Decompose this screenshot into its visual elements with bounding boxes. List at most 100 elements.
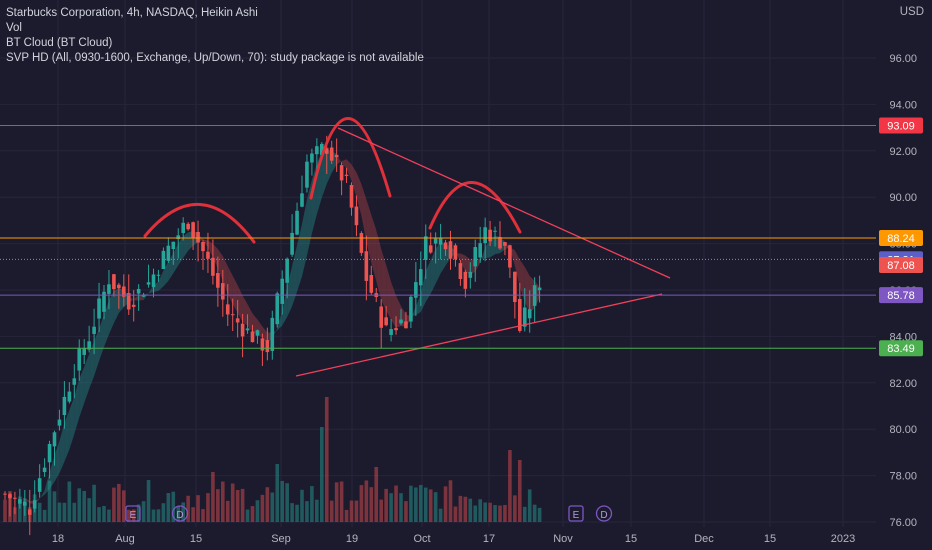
- cloud-segment: [381, 248, 387, 311]
- candle-body: [201, 242, 205, 252]
- volume-bar: [225, 500, 230, 522]
- volume-bar: [473, 505, 478, 522]
- volume-bar: [364, 480, 369, 522]
- cloud-segment: [212, 243, 218, 269]
- volume-bar: [47, 480, 52, 522]
- candle-body: [206, 251, 210, 259]
- candle-body: [508, 245, 512, 268]
- candle-body: [230, 314, 235, 316]
- candle-body: [423, 236, 428, 260]
- cloud-segment: [104, 300, 109, 347]
- head-and-shoulders-drawing[interactable]: [143, 117, 522, 244]
- time-tick-label: Aug: [115, 533, 135, 545]
- volume-bar: [409, 485, 413, 522]
- volume-bar: [359, 485, 364, 522]
- time-tick-label: Sep: [271, 533, 291, 545]
- candle-body: [394, 328, 398, 331]
- volume-bar: [394, 485, 398, 522]
- candle-body: [82, 348, 86, 355]
- volume-bar: [275, 464, 280, 522]
- cloud-segment: [420, 271, 426, 313]
- volume-bar: [414, 487, 418, 522]
- cloud-segment: [465, 255, 471, 275]
- dividend-badge-frame: [595, 505, 613, 522]
- volume-bar: [240, 488, 245, 522]
- candle-body: [265, 340, 270, 353]
- price-tick-label: 94.00: [889, 99, 917, 111]
- earnings-badge-frame: [125, 505, 141, 522]
- candle-body: [537, 287, 542, 291]
- dividend-marker[interactable]: D: [595, 505, 613, 522]
- cloud-segment: [183, 232, 189, 259]
- triangle-lower-line: [295, 293, 663, 377]
- volume-bar: [315, 499, 319, 522]
- time-axis[interactable]: 18 Aug 15 Sep 19 Oct 17 Nov 15 Dec 15 2023: [52, 533, 855, 545]
- price-tick-label: 90.00: [889, 192, 917, 204]
- cloud-segment: [24, 498, 30, 504]
- volume-bar: [3, 499, 7, 522]
- price-lines[interactable]: [0, 125, 876, 349]
- candle-body: [305, 161, 309, 188]
- volume-bar: [463, 496, 468, 522]
- volume-bar: [438, 508, 443, 522]
- candle-body: [37, 478, 42, 492]
- candle-body: [196, 231, 200, 243]
- volume-bar: [280, 480, 284, 522]
- cloud-segment: [178, 236, 184, 266]
- legend-title[interactable]: Starbucks Corporation, 4h, NASDAQ, Heiki…: [6, 7, 258, 19]
- cloud-segment: [173, 243, 179, 274]
- price-badge-label: 88.24: [887, 233, 915, 245]
- legend-svp[interactable]: SVP HD (All, 0930-1600, Exchange, Up/Dow…: [6, 52, 424, 64]
- volume-bar: [102, 505, 106, 522]
- volume-bar: [468, 498, 473, 522]
- candle-body: [275, 293, 280, 325]
- volume-bar: [92, 484, 96, 522]
- volume-bar: [285, 483, 289, 522]
- legend-cloud[interactable]: BT Cloud (BT Cloud): [6, 37, 113, 49]
- candle-body: [166, 245, 171, 261]
- volume-bar: [166, 493, 171, 522]
- candle-body: [483, 227, 487, 244]
- cloud-segment: [341, 159, 347, 169]
- price-badge: [879, 287, 923, 304]
- cloud-segment: [89, 341, 95, 390]
- volume-bar: [349, 500, 354, 522]
- earnings-marker[interactable]: E: [568, 505, 584, 522]
- cloud-segment: [480, 247, 486, 263]
- volume-bar: [87, 498, 91, 522]
- candle-body: [141, 294, 146, 297]
- price-tick-label: 92.00: [889, 146, 917, 158]
- candle-body: [27, 509, 32, 515]
- price-badge: [879, 256, 923, 273]
- volume-bar: [37, 502, 42, 522]
- volume-bar: [369, 487, 374, 522]
- cloud-segment: [282, 287, 288, 326]
- volume-bar: [513, 495, 517, 522]
- price-tick-label: 82.00: [889, 378, 917, 390]
- earnings-marker[interactable]: E: [125, 505, 141, 522]
- cloud-segment: [69, 396, 75, 450]
- event-marker-label: D: [600, 510, 607, 521]
- candle-body: [498, 237, 502, 249]
- legend-vol[interactable]: Vol: [6, 22, 22, 34]
- volume-bar: [82, 490, 86, 522]
- candle-body: [32, 500, 37, 509]
- volume-bar: [448, 480, 453, 522]
- earnings-badge-frame: [568, 505, 584, 522]
- cloud-segment: [435, 241, 441, 284]
- dividend-marker[interactable]: D: [171, 505, 189, 522]
- event-marker-label: D: [176, 510, 183, 521]
- time-tick-label: 15: [764, 533, 776, 545]
- candle-body: [364, 251, 369, 281]
- time-tick-label: 2023: [831, 533, 855, 545]
- candle-body: [414, 282, 418, 298]
- candle-body: [354, 206, 359, 226]
- triangle-drawing[interactable]: [295, 127, 671, 377]
- cloud-segment: [247, 304, 253, 333]
- price-badge: [879, 117, 923, 134]
- cloud-segment: [287, 265, 293, 317]
- price-axis[interactable]: 76.0078.0080.0082.0084.0086.0088.0090.00…: [879, 53, 923, 529]
- candle-body: [458, 263, 463, 280]
